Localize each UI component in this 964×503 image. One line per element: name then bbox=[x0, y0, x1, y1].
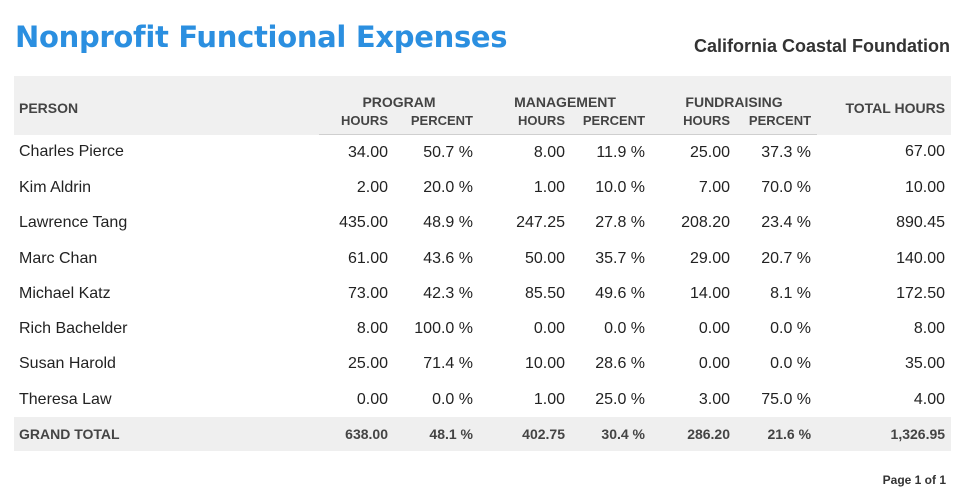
table-cell: 35.00 bbox=[904, 355, 946, 373]
table-cell: 172.50 bbox=[896, 284, 946, 302]
table-cell: 8.00 bbox=[533, 143, 565, 161]
grand-total-cell: 402.75 bbox=[479, 417, 571, 452]
grand-total-row: GRAND TOTAL 638.00 48.1 % 402.75 30.4 % … bbox=[14, 417, 952, 452]
table-cell: 85.50 bbox=[524, 284, 565, 302]
table-cell: 42.3 % bbox=[423, 284, 473, 302]
person-header: PERSON bbox=[14, 76, 319, 135]
table-row: Susan Harold 25.00 71.4 % 10.00 28.6 % 0.00 0.… bbox=[14, 347, 951, 382]
table-cell: 75.0 % bbox=[761, 390, 812, 408]
table-row: Michael Katz 73.00 42.3 % 85.50 49.6 % 14.00 8… bbox=[14, 276, 951, 311]
table-cell: 73.00 bbox=[347, 284, 388, 302]
table-cell: 8.1 % bbox=[770, 284, 812, 302]
table-cell: 435.00 bbox=[339, 214, 388, 232]
person-name: Kim Aldrin bbox=[19, 178, 92, 196]
table-cell: 29.00 bbox=[689, 249, 731, 267]
table-cell: 0.0 % bbox=[604, 320, 646, 338]
table-cell: 27.8 % bbox=[595, 214, 646, 232]
table-cell: 1.00 bbox=[533, 390, 565, 408]
table-row: Rich Bachelder 8.00 100.0 % 0.00 0.0 % 0.00 0.… bbox=[14, 311, 951, 346]
table-cell: 3.00 bbox=[698, 390, 731, 408]
table-cell: 890.45 bbox=[896, 214, 946, 232]
report-title: Nonprofit Functional Expenses bbox=[15, 20, 508, 54]
table-cell: 43.6 % bbox=[423, 249, 473, 267]
person-name: Rich Bachelder bbox=[19, 320, 128, 338]
table-cell: 100.0 % bbox=[414, 320, 473, 338]
person-name: Michael Katz bbox=[19, 284, 111, 302]
table-cell: 0.0 % bbox=[432, 390, 473, 408]
table-cell: 1.00 bbox=[533, 178, 565, 196]
table-cell: 0.0 % bbox=[770, 320, 812, 338]
person-name: Lawrence Tang bbox=[19, 214, 128, 232]
fundraising-percent-header: PERCENT bbox=[736, 110, 818, 135]
page-indicator: Page 1 of 1 bbox=[882, 473, 946, 487]
table-cell: 25.0 % bbox=[595, 390, 646, 408]
management-header: MANAGEMENT bbox=[479, 76, 652, 110]
table-cell: 71.4 % bbox=[423, 355, 473, 373]
table-row: Theresa Law 0.00 0.0 % 1.00 25.0 % 3.00 75.0 %… bbox=[14, 382, 951, 417]
functional-expenses-table: PERSON PROGRAM MANAGEMENT FUNDRAISING TO… bbox=[14, 76, 952, 452]
table-cell: 208.20 bbox=[681, 214, 731, 232]
grand-total-cell: 286.20 bbox=[651, 417, 737, 452]
table-cell: 70.0 % bbox=[761, 178, 812, 196]
grand-total-cell: 638.00 bbox=[319, 417, 394, 452]
table-cell: 247.25 bbox=[516, 214, 565, 232]
table-cell: 61.00 bbox=[347, 249, 388, 267]
table-row: Marc Chan 61.00 43.6 % 50.00 35.7 % 29.00 20.7… bbox=[14, 241, 951, 276]
program-hours-header: HOURS bbox=[319, 110, 394, 135]
person-name: Charles Pierce bbox=[19, 143, 124, 161]
table-cell: 10.00 bbox=[524, 355, 565, 373]
table-cell: 0.00 bbox=[356, 390, 388, 408]
table-cell: 25.00 bbox=[689, 143, 731, 161]
person-name: Theresa Law bbox=[19, 390, 112, 408]
table-cell: 4.00 bbox=[913, 390, 946, 408]
organization-name: California Coastal Foundation bbox=[693, 36, 950, 56]
table-cell: 2.00 bbox=[356, 178, 388, 196]
table-cell: 0.00 bbox=[698, 355, 731, 373]
table-cell: 8.00 bbox=[356, 320, 388, 338]
person-name: Marc Chan bbox=[19, 249, 98, 267]
table-cell: 0.0 % bbox=[770, 355, 812, 373]
table-cell: 37.3 % bbox=[761, 143, 812, 161]
table-cell: 50.00 bbox=[524, 249, 565, 267]
table-cell: 10.0 % bbox=[595, 178, 646, 196]
table-row: Lawrence Tang 435.00 48.9 % 247.25 27.8 % 208… bbox=[14, 206, 951, 241]
person-name: Susan Harold bbox=[19, 355, 116, 373]
table-cell: 34.00 bbox=[347, 143, 388, 161]
table-row: Kim Aldrin 2.00 20.0 % 1.00 10.0 % 7.00 70.0 %… bbox=[14, 170, 951, 205]
grand-total-cell: 48.1 % bbox=[394, 417, 479, 452]
table-cell: 25.00 bbox=[347, 355, 388, 373]
total-hours-header: TOTAL HOURS bbox=[817, 76, 952, 135]
table-cell: 0.00 bbox=[698, 320, 731, 338]
fundraising-hours-header: HOURS bbox=[651, 110, 737, 135]
table-cell: 23.4 % bbox=[761, 214, 812, 232]
table-cell: 10.00 bbox=[904, 178, 946, 196]
table-cell: 35.7 % bbox=[595, 249, 646, 267]
table-cell: 11.9 % bbox=[596, 143, 646, 161]
table-cell: 67.00 bbox=[904, 143, 946, 161]
table-cell: 0.00 bbox=[533, 320, 565, 338]
table-cell: 49.6 % bbox=[595, 284, 646, 302]
grand-total-cell: 1,326.95 bbox=[817, 417, 952, 452]
table-row: Charles Pierce 34.00 50.7 % 8.00 11.9 % 25.00… bbox=[14, 135, 951, 171]
program-percent-header: PERCENT bbox=[394, 110, 479, 135]
table-cell: 140.00 bbox=[896, 249, 946, 267]
table-cell: 20.0 % bbox=[423, 178, 473, 196]
table-cell: 20.7 % bbox=[761, 249, 812, 267]
table-cell: 8.00 bbox=[913, 320, 946, 338]
management-hours-header: HOURS bbox=[479, 110, 571, 135]
fundraising-header: FUNDRAISING bbox=[651, 76, 818, 110]
management-percent-header: PERCENT bbox=[571, 110, 652, 135]
program-header: PROGRAM bbox=[319, 76, 479, 110]
table-cell: 14.00 bbox=[689, 284, 731, 302]
grand-total-label: GRAND TOTAL bbox=[14, 417, 319, 452]
table-cell: 50.7 % bbox=[423, 143, 473, 161]
grand-total-cell: 30.4 % bbox=[571, 417, 652, 452]
table-cell: 28.6 % bbox=[595, 355, 646, 373]
table-cell: 48.9 % bbox=[423, 214, 473, 232]
table-cell: 7.00 bbox=[698, 178, 731, 196]
grand-total-cell: 21.6 % bbox=[736, 417, 818, 452]
